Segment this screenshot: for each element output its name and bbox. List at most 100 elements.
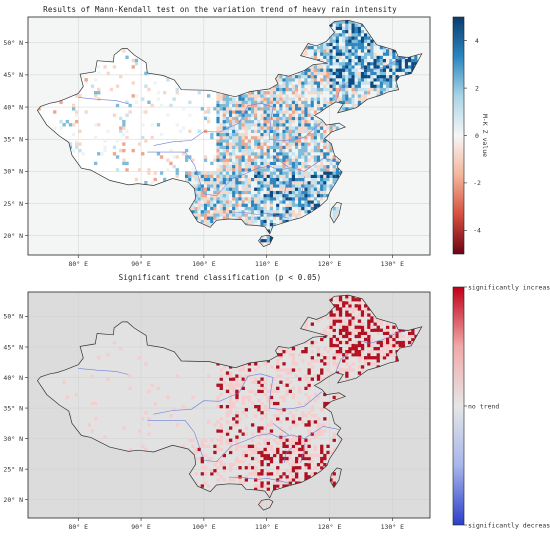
grid-cell <box>364 94 368 98</box>
grid-cell <box>191 210 195 214</box>
grid-cell <box>295 475 299 479</box>
grid-cell <box>304 94 308 98</box>
grid-cell <box>122 132 126 137</box>
grid-cell <box>360 91 365 95</box>
grid-cell <box>279 456 283 461</box>
grid-cell <box>320 136 324 140</box>
grid-cell <box>357 71 362 76</box>
grid-cell <box>244 94 248 98</box>
grid-cell <box>279 206 283 211</box>
grid-cell <box>207 484 211 488</box>
grid-cell <box>310 340 314 345</box>
grid-cell <box>241 174 245 178</box>
grid-cell <box>326 148 330 153</box>
grid-cell <box>172 408 176 412</box>
grid-cell <box>335 161 340 166</box>
grid-cell <box>307 203 311 207</box>
grid-cell <box>316 395 321 400</box>
grid-cell <box>351 71 355 76</box>
grid-cell <box>210 171 214 175</box>
grid-cell <box>338 33 343 37</box>
grid-cell <box>282 161 286 166</box>
grid-cell <box>345 42 349 47</box>
grid-cell <box>351 49 355 53</box>
grid-cell <box>310 123 314 127</box>
grid-cell <box>244 123 248 127</box>
grid-cell <box>100 152 104 156</box>
grid-cell <box>379 71 384 76</box>
grid-cell <box>273 132 277 137</box>
grid-cell <box>298 91 302 95</box>
grid-cell <box>288 203 292 207</box>
grid-cell <box>115 155 120 159</box>
grid-cell <box>329 181 333 185</box>
grid-cell <box>276 148 280 153</box>
grid-cell <box>288 97 292 101</box>
grid-cell <box>94 161 98 166</box>
grid-cell <box>210 438 214 442</box>
y-tick-label: 20° N <box>3 232 23 240</box>
grid-cell <box>326 158 330 162</box>
grid-cell <box>254 168 258 172</box>
grid-cell <box>345 78 349 82</box>
grid-cell <box>332 81 336 85</box>
grid-cell <box>254 97 258 101</box>
grid-cell <box>244 216 248 220</box>
grid-cell <box>323 148 327 153</box>
grid-cell <box>147 423 151 427</box>
grid-cell <box>338 42 343 47</box>
grid-cell <box>94 123 98 127</box>
grid-cell <box>304 52 308 56</box>
grid-cell <box>219 171 223 175</box>
grid-cell <box>266 238 270 243</box>
colorbar-tick-label: -4 <box>473 227 481 235</box>
grid-cell <box>389 87 393 92</box>
grid-cell <box>266 423 270 427</box>
grid-cell <box>269 100 274 104</box>
grid-cell <box>298 161 302 166</box>
grid-cell <box>150 123 154 127</box>
colorbar-tick-label: -2 <box>473 179 481 187</box>
grid-cell <box>345 295 349 299</box>
grid-cell <box>219 145 223 149</box>
grid-cell <box>266 389 270 393</box>
grid-cell <box>194 197 198 201</box>
grid-cell <box>260 487 264 491</box>
grid-cell <box>172 97 176 101</box>
grid-cell <box>357 58 362 63</box>
grid-cell <box>244 152 248 156</box>
grid-cell <box>320 456 324 461</box>
grid-cell <box>329 62 333 66</box>
grid-cell <box>288 193 292 198</box>
grid-cell <box>335 71 340 76</box>
grid-cell <box>395 343 399 348</box>
grid-cell <box>316 171 321 175</box>
grid-cell <box>238 193 242 198</box>
grid-cell <box>323 42 327 47</box>
grid-cell <box>159 103 164 108</box>
grid-cell <box>291 119 296 124</box>
grid-cell <box>241 203 245 207</box>
grid-cell <box>229 107 233 111</box>
grid-cell <box>269 103 274 108</box>
grid-cell <box>222 210 226 214</box>
grid-cell <box>194 184 198 188</box>
colorbar-label: M-K Z value <box>481 114 489 157</box>
grid-cell <box>395 71 399 76</box>
grid-cell <box>316 119 321 124</box>
grid-cell <box>225 389 230 393</box>
grid-cell <box>313 132 318 137</box>
grid-cell <box>197 219 201 223</box>
grid-cell <box>225 113 230 117</box>
grid-cell <box>232 383 236 387</box>
grid-cell <box>276 110 280 114</box>
grid-cell <box>244 164 248 169</box>
grid-cell <box>342 45 346 50</box>
grid-cell <box>338 340 343 345</box>
grid-cell <box>235 148 239 153</box>
grid-cell <box>288 126 292 130</box>
grid-cell <box>313 155 318 159</box>
grid-cell <box>285 456 289 461</box>
grid-cell <box>266 438 270 442</box>
grid-cell <box>238 206 242 211</box>
